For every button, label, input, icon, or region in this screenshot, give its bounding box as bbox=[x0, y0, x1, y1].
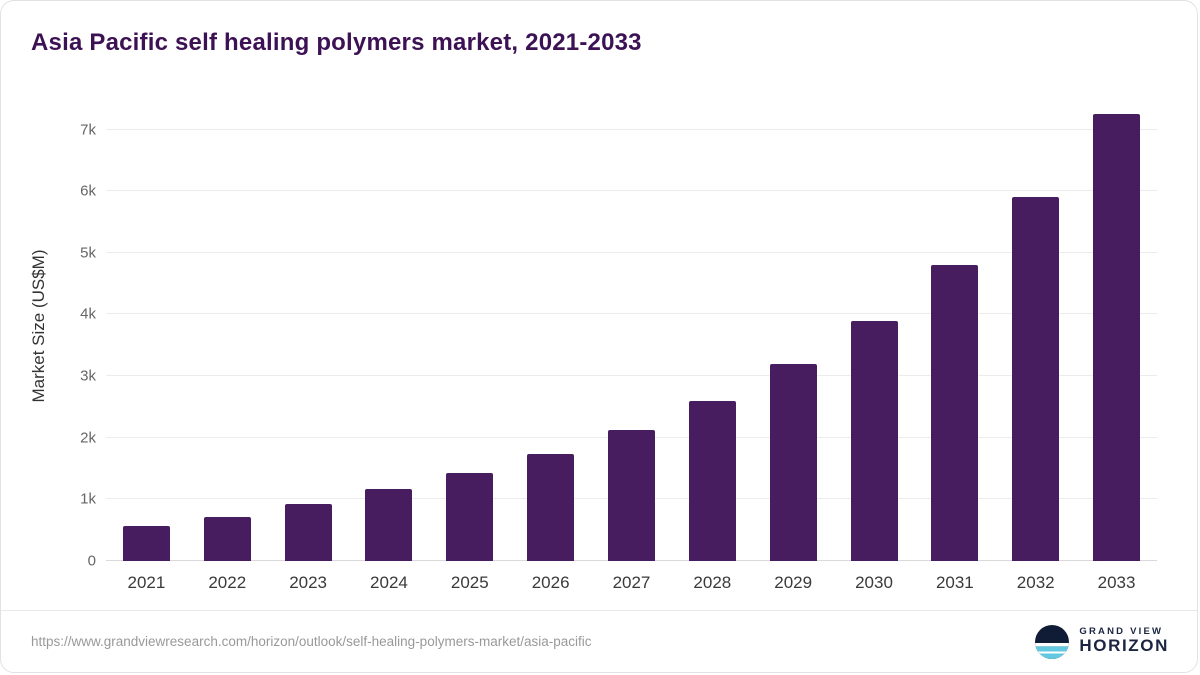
bar-2024 bbox=[365, 488, 413, 561]
bar-2030 bbox=[850, 320, 898, 561]
bar-slot-2022 bbox=[187, 111, 268, 561]
bar-2025 bbox=[446, 472, 494, 561]
source-url: https://www.grandviewresearch.com/horizo… bbox=[31, 634, 592, 649]
x-label-2029: 2029 bbox=[774, 573, 813, 592]
x-label-2023: 2023 bbox=[289, 573, 328, 592]
y-axis-title: Market Size (US$M) bbox=[29, 249, 48, 403]
brand-logo-text: GRAND VIEW HORIZON bbox=[1079, 625, 1169, 656]
gridline-4k bbox=[106, 313, 1157, 315]
x-label-2025: 2025 bbox=[450, 573, 489, 592]
bar-2028 bbox=[688, 400, 736, 561]
x-label-2021: 2021 bbox=[127, 573, 166, 592]
y-tick-label-4k: 4k bbox=[80, 305, 96, 323]
gridline-3k bbox=[106, 375, 1157, 377]
y-tick-label-0: 0 bbox=[87, 552, 96, 570]
bar-2027 bbox=[607, 429, 655, 561]
bar-slot-2030 bbox=[834, 111, 915, 561]
bar-slot-2024 bbox=[349, 111, 430, 561]
x-label-2026: 2026 bbox=[531, 573, 570, 592]
x-axis-labels: 2021 2022 2023 2024 2025 2026 2027 2028 2029 2030… bbox=[106, 573, 1157, 593]
page-title: Asia Pacific self healing polymers marke… bbox=[31, 29, 642, 56]
bar-2022 bbox=[203, 516, 251, 561]
x-label-2022: 2022 bbox=[208, 573, 247, 592]
bar-2031 bbox=[931, 265, 979, 561]
bar-slot-2026 bbox=[510, 111, 591, 561]
bar-slot-2027 bbox=[591, 111, 672, 561]
bar-slot-2028 bbox=[672, 111, 753, 561]
footer: https://www.grandviewresearch.com/horizo… bbox=[1, 610, 1197, 672]
horizon-circle-icon bbox=[1035, 624, 1070, 659]
gridline-5k bbox=[106, 251, 1157, 253]
plot-area: 0 1k 2k 3k 4k 5k 6k 7k bbox=[80, 111, 1157, 570]
bar-slot-2025 bbox=[429, 111, 510, 561]
y-tick-label-3k: 3k bbox=[80, 367, 96, 385]
x-label-2027: 2027 bbox=[612, 573, 651, 592]
bar-2033 bbox=[1093, 114, 1141, 561]
y-tick-label-2k: 2k bbox=[80, 429, 96, 447]
y-tick-label-6k: 6k bbox=[80, 182, 96, 200]
chart-area: Market Size (US$M) 0 1k 2k 3k 4k 5k 6k 7k 2021 2… bbox=[1, 101, 1197, 606]
bar-slot-2021 bbox=[106, 111, 187, 561]
bar-slot-2023 bbox=[268, 111, 349, 561]
bar-2026 bbox=[527, 453, 575, 561]
bar-2021 bbox=[122, 525, 170, 561]
x-label-2030: 2030 bbox=[855, 573, 893, 592]
bar-slot-2031 bbox=[914, 111, 995, 561]
bar-2032 bbox=[1012, 197, 1060, 561]
gridline-7k bbox=[106, 128, 1157, 130]
y-tick-label-7k: 7k bbox=[80, 121, 96, 138]
x-label-2024: 2024 bbox=[370, 573, 408, 592]
brand-name-bottom: HORIZON bbox=[1079, 636, 1169, 656]
brand-name-top: GRAND VIEW bbox=[1079, 625, 1164, 637]
x-label-2033: 2033 bbox=[1097, 573, 1136, 592]
bar-slot-2033 bbox=[1076, 111, 1157, 561]
y-tick-label-1k: 1k bbox=[80, 490, 96, 508]
bar-slot-2029 bbox=[753, 111, 834, 561]
bar-2029 bbox=[769, 363, 817, 561]
gridline-6k bbox=[106, 190, 1157, 192]
x-label-2028: 2028 bbox=[693, 573, 732, 592]
x-label-2032: 2032 bbox=[1016, 573, 1055, 592]
x-label-2031: 2031 bbox=[935, 573, 974, 592]
y-tick-label-5k: 5k bbox=[80, 244, 96, 262]
bars bbox=[106, 111, 1157, 561]
bar-2023 bbox=[284, 504, 332, 561]
brand-logo: GRAND VIEW HORIZON bbox=[1034, 624, 1169, 660]
bar-slot-2032 bbox=[995, 111, 1076, 561]
